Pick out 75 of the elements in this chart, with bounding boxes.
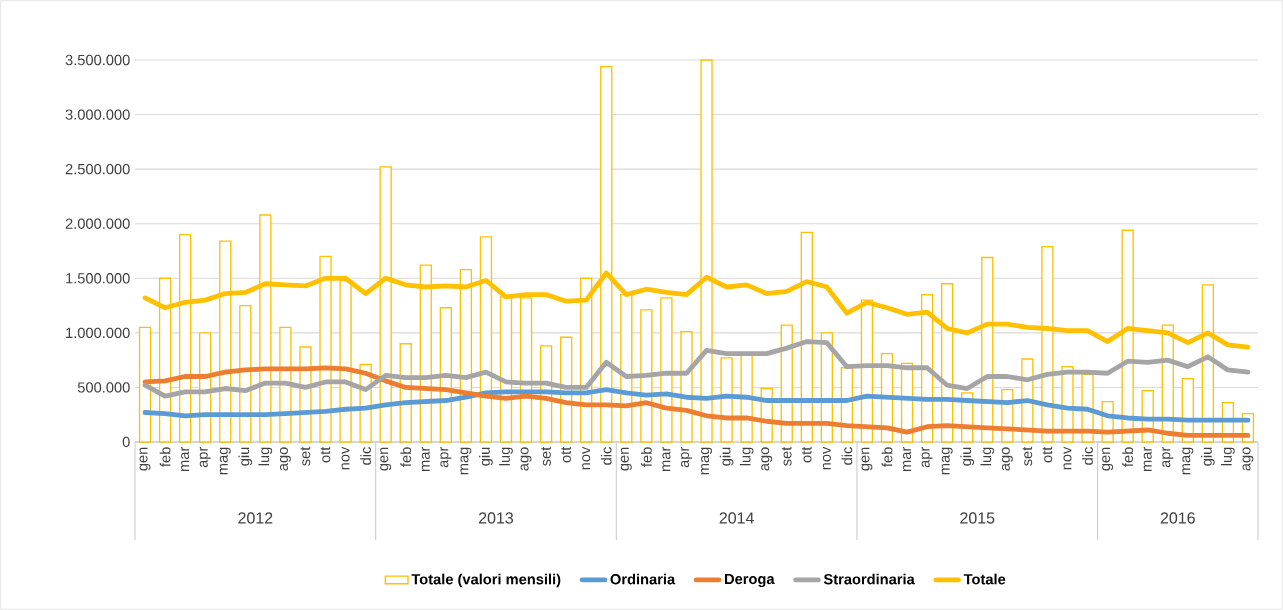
x-tick-label: giu (719, 447, 734, 466)
text: 2016 (1160, 512, 1195, 524)
legend-label: Totale (963, 573, 1006, 585)
x-tick-label: gen (139, 447, 151, 471)
x-tick-label: mag (701, 447, 712, 475)
x-tick-label: giu (238, 447, 253, 466)
y-tick-label: 3.000.000 (65, 109, 130, 120)
x-tick-label: ott (801, 446, 812, 463)
y-tick-label: 2.500.000 (65, 163, 130, 175)
y-tick-label: 1.000.000 (66, 327, 130, 339)
x-tick-label: nov (582, 446, 591, 470)
x-tick-label: ott (1042, 446, 1053, 463)
x-tick-label: lug (980, 447, 995, 466)
x-tick-label: lug (739, 447, 754, 466)
x-tick-label: gen (1102, 447, 1114, 471)
x-tick-label: lug (1221, 447, 1235, 466)
x-tick-label: ott (320, 446, 331, 463)
x-tick-label: apr (440, 446, 452, 468)
x-tick-label: ago (1242, 447, 1254, 471)
y-tick-label: 1.500.000 (66, 273, 130, 284)
text: 2014 (719, 512, 754, 524)
x-tick-label: giu (960, 447, 975, 466)
x-tick-label: mar (181, 446, 190, 471)
x-tick-label: set (541, 446, 551, 466)
x-tick-label: gen (620, 447, 632, 471)
y-tick-label: 3.500.000 (65, 54, 130, 66)
x-tick-label: gen (861, 447, 873, 471)
x-tick-label: lug (499, 447, 513, 466)
y-tick-label: 0 (122, 436, 130, 448)
x-tick-label: dic (360, 447, 372, 465)
x-tick-label: ott (561, 446, 571, 463)
x-tick-label: nov (822, 446, 831, 470)
x-tick-label: giu (479, 447, 493, 466)
x-tick-label: nov (1063, 446, 1072, 470)
x-tick-label: mar (1143, 446, 1152, 471)
legend-label: Deroga (725, 573, 775, 588)
x-tick-label: mar (903, 446, 912, 471)
bar (640, 309, 653, 443)
x-tick-label: set (300, 446, 311, 466)
text: 2015 (960, 512, 995, 524)
x-tick-label: apr (921, 446, 933, 468)
x-tick-label: giu (1201, 447, 1215, 466)
x-tick-label: dic (841, 447, 853, 465)
x-tick-label: nov (341, 446, 350, 470)
x-tick-label: feb (400, 447, 412, 467)
x-tick-label: mar (421, 446, 430, 471)
x-tick-label: apr (681, 446, 692, 468)
text: 2012 (238, 512, 273, 524)
legend-label: Ordinaria (610, 573, 676, 585)
x-tick-label: dic (1082, 447, 1093, 465)
x-tick-label: lug (258, 447, 273, 466)
x-tick-label: ago (520, 447, 532, 471)
x-tick-label: mag (460, 447, 472, 475)
x-tick-label: ago (279, 447, 291, 471)
x-tick-label: gen (380, 447, 392, 471)
y-tick-label: 500.000 (77, 382, 130, 393)
x-tick-label: set (1022, 446, 1033, 466)
x-tick-label: set (781, 446, 792, 466)
x-tick-label: ago (761, 447, 773, 471)
legend-label: Straordinaria (823, 573, 915, 585)
legend-label: Totale (valori mensili) (411, 573, 561, 588)
x-tick-label: apr (1162, 446, 1174, 468)
x-tick-label: feb (640, 447, 652, 467)
x-tick-label: mag (1182, 447, 1194, 475)
x-tick-label: ago (1001, 447, 1013, 471)
x-tick-label: feb (159, 447, 171, 467)
x-tick-label: mar (662, 446, 671, 471)
text: 2013 (478, 512, 514, 524)
x-tick-label: mag (219, 447, 231, 475)
x-tick-label: mag (941, 447, 953, 475)
x-tick-label: feb (1122, 447, 1134, 467)
x-tick-label: feb (881, 447, 893, 467)
y-tick-label: 2.000.000 (65, 218, 130, 229)
x-tick-label: dic (600, 447, 612, 465)
x-tick-label: apr (199, 446, 211, 468)
